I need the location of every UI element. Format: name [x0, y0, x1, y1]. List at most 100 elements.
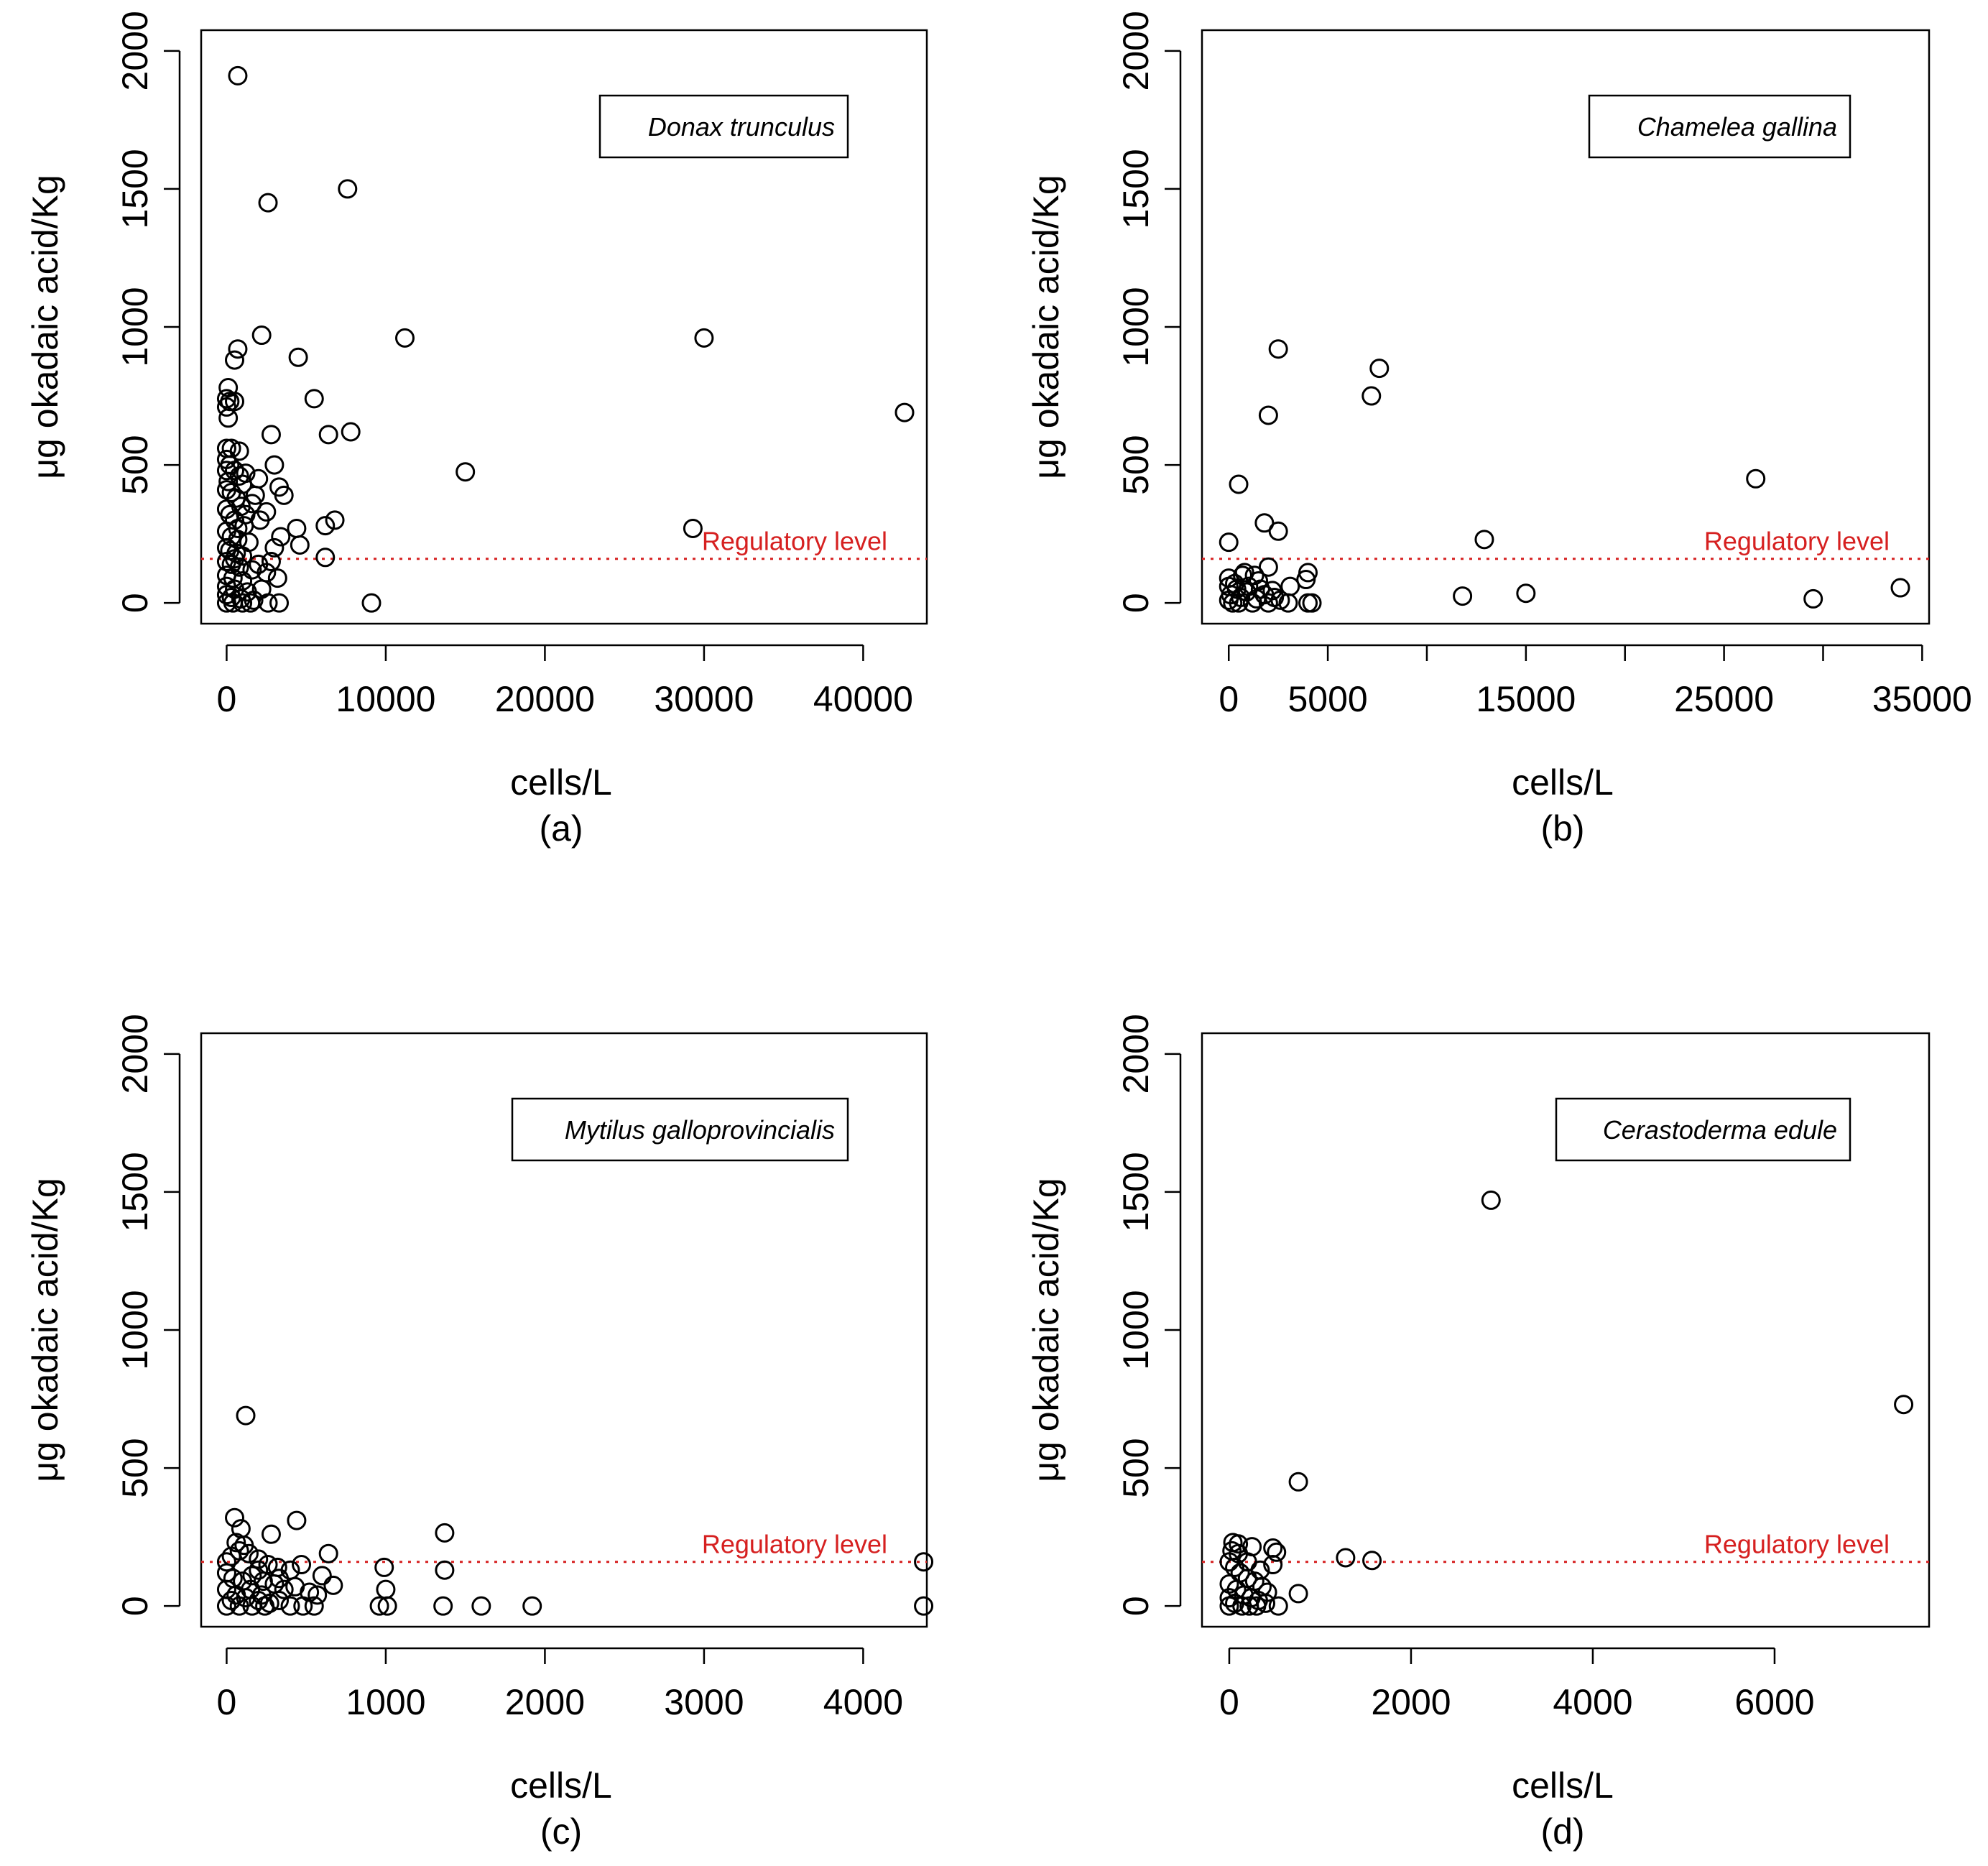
- data-point: [226, 1533, 246, 1553]
- y-tick-label: 1000: [1116, 1290, 1156, 1370]
- data-point: [249, 1549, 269, 1569]
- y-tick-label: 2000: [115, 11, 155, 91]
- panel-a: 0 10000 20000 30000 40000 0 500 1000 1500 2000 μg …: [25, 11, 928, 849]
- x-axis-title: cells/L: [510, 762, 612, 803]
- data-point: [216, 593, 236, 613]
- data-point: [318, 425, 338, 445]
- data-point: [280, 1596, 300, 1616]
- y-axis-title: μg okadaic acid/Kg: [25, 1178, 65, 1482]
- data-point: [341, 422, 361, 442]
- data-point: [323, 1575, 343, 1595]
- data-point: [249, 1560, 269, 1580]
- y-tick-label: 1500: [1116, 1152, 1156, 1232]
- data-point: [1362, 1551, 1382, 1571]
- data-point: [290, 535, 310, 555]
- data-point: [269, 593, 290, 613]
- data-point: [1481, 1190, 1501, 1210]
- data-point: [225, 1507, 245, 1528]
- data-point: [1268, 1596, 1288, 1616]
- data-point: [1803, 588, 1823, 609]
- data-point: [269, 1569, 290, 1589]
- plot-frame: [1201, 1032, 1931, 1628]
- data-point: [1247, 1596, 1267, 1616]
- legend-species-label: Cerastoderma edule: [1603, 1115, 1837, 1145]
- data-point: [271, 527, 291, 547]
- data-point: [287, 1510, 307, 1530]
- data-point: [244, 590, 264, 610]
- data-point: [251, 325, 272, 346]
- x-tick-label: 0: [1219, 1682, 1239, 1722]
- y-tick-label: 2000: [115, 1014, 155, 1094]
- data-point: [304, 1596, 324, 1616]
- data-point: [435, 1560, 455, 1580]
- data-point: [1369, 359, 1390, 379]
- data-point: [216, 1552, 236, 1572]
- plot-frame: [1201, 29, 1931, 625]
- regulatory-level-label: Regulatory level: [702, 527, 887, 556]
- x-tick-label: 0: [1219, 679, 1239, 719]
- data-point: [225, 549, 245, 569]
- data-point: [258, 193, 278, 213]
- data-point: [1268, 521, 1288, 541]
- y-axis-title: μg okadaic acid/Kg: [1026, 1178, 1066, 1482]
- data-point: [471, 1596, 491, 1616]
- data-point: [216, 461, 236, 481]
- data-point: [683, 518, 703, 538]
- y-tick-label: 1500: [115, 149, 155, 228]
- data-point: [216, 1596, 236, 1616]
- y-tick-label: 1500: [1116, 149, 1156, 228]
- data-point: [914, 1596, 934, 1616]
- data-point: [1746, 468, 1766, 489]
- x-tick-label: 5000: [1287, 679, 1367, 719]
- data-point: [287, 518, 307, 538]
- data-point: [894, 402, 915, 422]
- data-point: [233, 593, 253, 613]
- data-point: [1237, 1552, 1257, 1572]
- data-point: [1229, 1534, 1249, 1554]
- y-tick-label: 500: [1116, 1438, 1156, 1497]
- data-point: [1890, 578, 1910, 598]
- y-tick-label: 0: [1116, 1596, 1156, 1616]
- data-point: [369, 1596, 389, 1616]
- x-tick-label: 6000: [1734, 1682, 1814, 1722]
- y-tick-label: 0: [115, 593, 155, 613]
- data-point: [292, 1555, 312, 1575]
- data-point: [1234, 563, 1254, 583]
- y-tick-label: 500: [1116, 435, 1156, 494]
- data-point: [261, 552, 281, 572]
- data-point: [376, 1579, 396, 1599]
- data-point: [293, 1596, 313, 1616]
- data-point: [377, 1596, 397, 1616]
- data-point: [325, 510, 345, 530]
- data-point: [1232, 1596, 1252, 1616]
- x-tick-label: 1000: [346, 1682, 425, 1722]
- data-point: [1219, 1596, 1239, 1616]
- data-point: [1239, 1596, 1259, 1616]
- x-tick-label: 15000: [1476, 679, 1576, 719]
- data-point: [261, 1524, 281, 1544]
- legend-species-label: Chamelea gallina: [1637, 112, 1837, 142]
- panel-label: (b): [1540, 808, 1584, 849]
- data-point: [218, 408, 239, 428]
- data-point: [229, 466, 249, 486]
- data-point: [374, 1557, 394, 1577]
- x-tick-label: 10000: [336, 679, 435, 719]
- data-point: [522, 1596, 542, 1616]
- legend-species-label: Mytilus galloprovincialis: [565, 1115, 835, 1145]
- data-point: [1894, 1395, 1914, 1415]
- data-point: [318, 1543, 338, 1564]
- x-tick-label: 40000: [813, 679, 913, 719]
- data-point: [1254, 513, 1275, 533]
- data-point: [241, 593, 261, 613]
- data-point: [216, 389, 236, 409]
- data-point: [225, 350, 245, 370]
- data-point: [245, 485, 265, 505]
- data-point: [315, 516, 336, 536]
- data-point: [304, 389, 324, 409]
- x-tick-label: 3000: [664, 1682, 744, 1722]
- data-point: [1258, 557, 1278, 577]
- y-tick-label: 0: [1116, 593, 1156, 613]
- x-tick-label: 20000: [495, 679, 595, 719]
- x-tick-label: 30000: [654, 679, 754, 719]
- data-point: [241, 1579, 261, 1599]
